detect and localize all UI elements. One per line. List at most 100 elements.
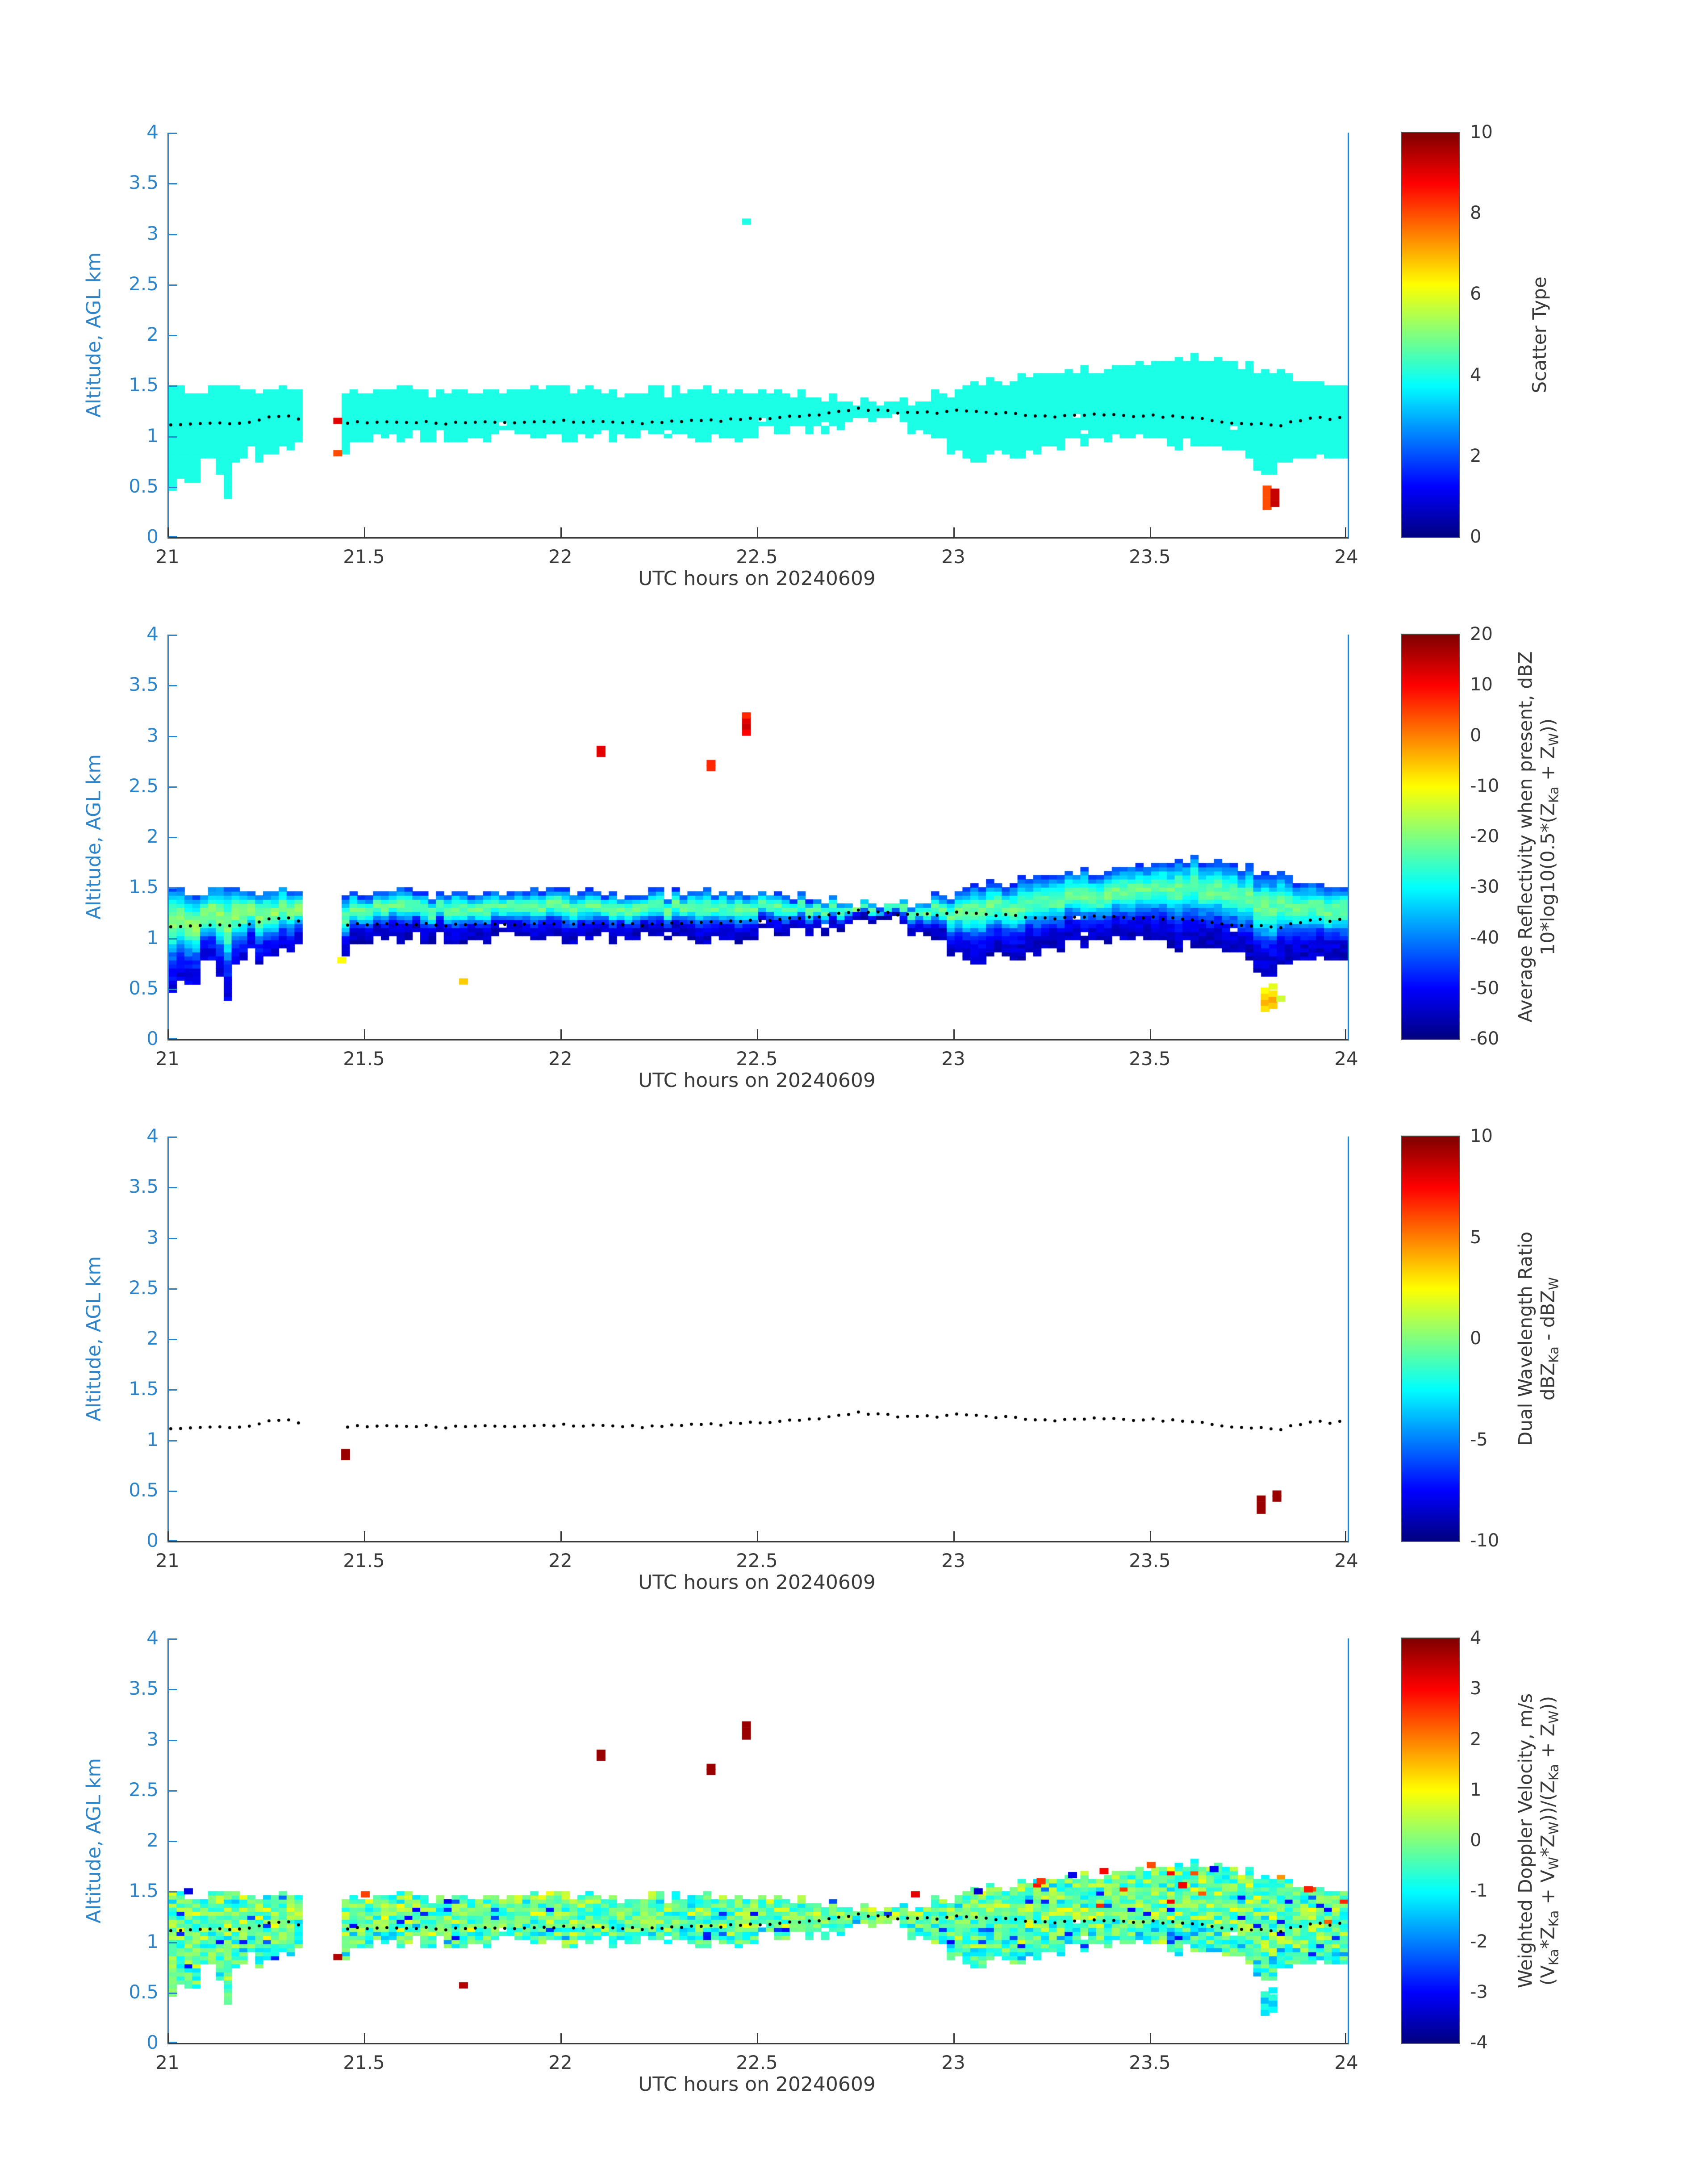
y-tick-label: 1: [146, 926, 159, 949]
y-tick-mark: [167, 486, 177, 488]
y-tick-label: 3.5: [129, 1677, 159, 1700]
colorbar-tick-label: -50: [1470, 978, 1499, 999]
x-tick-mark: [560, 527, 562, 537]
x-tick-mark: [1150, 1029, 1151, 1039]
x-tick-mark: [364, 1531, 365, 1541]
x-tick-label: 22: [548, 2052, 572, 2073]
x-tick-mark: [1345, 2033, 1346, 2043]
x-tick-label: 22.5: [736, 546, 778, 568]
colorbar-tick-label: 0: [1470, 725, 1482, 746]
colorbar-tick-label: 0: [1470, 1830, 1482, 1851]
y-tick-mark: [167, 1339, 177, 1340]
colorbar-tick-label: -20: [1470, 826, 1499, 847]
x-tick-mark: [364, 527, 365, 537]
x-tick-mark: [1150, 2033, 1151, 2043]
x-tick-mark: [953, 2033, 955, 2043]
x-tick-label: 23.5: [1129, 1048, 1171, 1070]
x-tick-mark: [1345, 527, 1346, 537]
y-tick-label: 3: [146, 1226, 159, 1248]
x-axis-label: UTC hours on 20240609: [638, 1571, 876, 1594]
x-tick-label: 23: [941, 1550, 965, 1571]
y-tick-label: 2.5: [129, 774, 159, 797]
y-tick-mark: [167, 1490, 177, 1492]
colorbar-tick-label: 2: [1470, 445, 1482, 466]
x-tick-mark: [757, 527, 758, 537]
y-tick-label: 0: [146, 1529, 159, 1551]
x-tick-label: 22: [548, 1048, 572, 1070]
x-tick-mark: [1150, 527, 1151, 537]
y-tick-mark: [167, 2042, 177, 2043]
y-tick-mark: [167, 1891, 177, 1893]
y-tick-mark: [167, 938, 177, 940]
plot-area-average-reflectivity: [167, 635, 1349, 1040]
y-tick-mark: [167, 887, 177, 889]
x-tick-mark: [560, 1029, 562, 1039]
y-tick-label: 2: [146, 825, 159, 847]
colorbar-label-weighted-doppler-velocity: Weighted Doppler Velocity, m/s (VKa*ZKa +…: [1514, 1693, 1562, 1989]
panel-dual-wavelength-ratio: Altitude, AGL km UTC hours on 20240609 D…: [0, 1004, 1708, 1594]
x-tick-mark: [364, 1029, 365, 1039]
colorbar-gradient-canvas: [1402, 133, 1459, 537]
colorbar-label-scatter-type: Scatter Type: [1528, 276, 1550, 393]
colorbar-tick-label: -4: [1470, 2032, 1488, 2053]
x-tick-mark: [167, 1029, 169, 1039]
colorbar-tick-label: -10: [1470, 1530, 1499, 1551]
y-tick-label: 1: [146, 424, 159, 447]
y-tick-mark: [167, 133, 177, 134]
x-tick-label: 23.5: [1129, 2052, 1171, 2073]
y-tick-mark: [167, 436, 177, 438]
x-tick-mark: [167, 527, 169, 537]
colorbar-tick-label: -2: [1470, 1931, 1488, 1952]
x-tick-label: 23.5: [1129, 1550, 1171, 1571]
y-tick-label: 3: [146, 222, 159, 244]
y-tick-mark: [167, 1992, 177, 1994]
x-tick-label: 22: [548, 546, 572, 568]
y-tick-mark: [167, 1440, 177, 1442]
panel-average-reflectivity: Altitude, AGL km UTC hours on 20240609 A…: [0, 502, 1708, 1092]
y-tick-label: 3.5: [129, 673, 159, 696]
x-tick-label: 21: [155, 546, 180, 568]
x-tick-label: 22.5: [736, 1550, 778, 1571]
y-tick-label: 2.5: [129, 272, 159, 295]
y-tick-label: 2: [146, 1327, 159, 1349]
y-tick-mark: [167, 1942, 177, 1943]
colorbar-tick-label: 4: [1470, 1628, 1482, 1648]
colorbar-tick-label: -3: [1470, 1981, 1488, 2002]
x-tick-mark: [757, 2033, 758, 2043]
x-tick-label: 21: [155, 1048, 180, 1070]
y-tick-label: 4: [146, 1627, 159, 1649]
y-tick-mark: [167, 786, 177, 788]
y-tick-mark: [167, 1739, 177, 1741]
x-tick-mark: [757, 1029, 758, 1039]
colorbar-tick-label: -1: [1470, 1880, 1488, 1901]
colorbar-gradient-canvas: [1402, 1638, 1459, 2043]
x-tick-mark: [953, 1029, 955, 1039]
panel-weighted-doppler-velocity: Altitude, AGL km UTC hours on 20240609 W…: [0, 1506, 1708, 2096]
x-tick-label: 23.5: [1129, 546, 1171, 568]
colorbar-label-dual-wavelength-ratio: Dual Wavelength Ratio dBZKa - dBZW: [1514, 1231, 1562, 1446]
colorbar-scatter-type: [1401, 132, 1460, 538]
y-tick-label: 4: [146, 121, 159, 143]
y-tick-mark: [167, 1540, 177, 1541]
colorbar-gradient-canvas: [1402, 1137, 1459, 1541]
y-tick-mark: [167, 335, 177, 336]
y-tick-label: 0.5: [129, 475, 159, 497]
x-axis-label: UTC hours on 20240609: [638, 1069, 876, 1092]
y-tick-mark: [167, 284, 177, 286]
colorbar-tick-label: 2: [1470, 1729, 1482, 1750]
y-tick-mark: [167, 1187, 177, 1189]
y-tick-label: 0.5: [129, 1981, 159, 2003]
y-tick-label: 3: [146, 724, 159, 746]
colorbar-gradient-canvas: [1402, 635, 1459, 1039]
x-tick-mark: [167, 1531, 169, 1541]
y-tick-label: 0: [146, 2031, 159, 2053]
y-tick-mark: [167, 234, 177, 235]
colorbar-average-reflectivity: [1401, 634, 1460, 1040]
y-tick-mark: [167, 1137, 177, 1138]
x-tick-label: 21.5: [343, 1550, 385, 1571]
x-axis-label: UTC hours on 20240609: [638, 2073, 876, 2096]
y-tick-label: 3.5: [129, 171, 159, 194]
x-tick-label: 22.5: [736, 2052, 778, 2073]
y-tick-label: 0: [146, 526, 159, 547]
y-tick-mark: [167, 1038, 177, 1039]
